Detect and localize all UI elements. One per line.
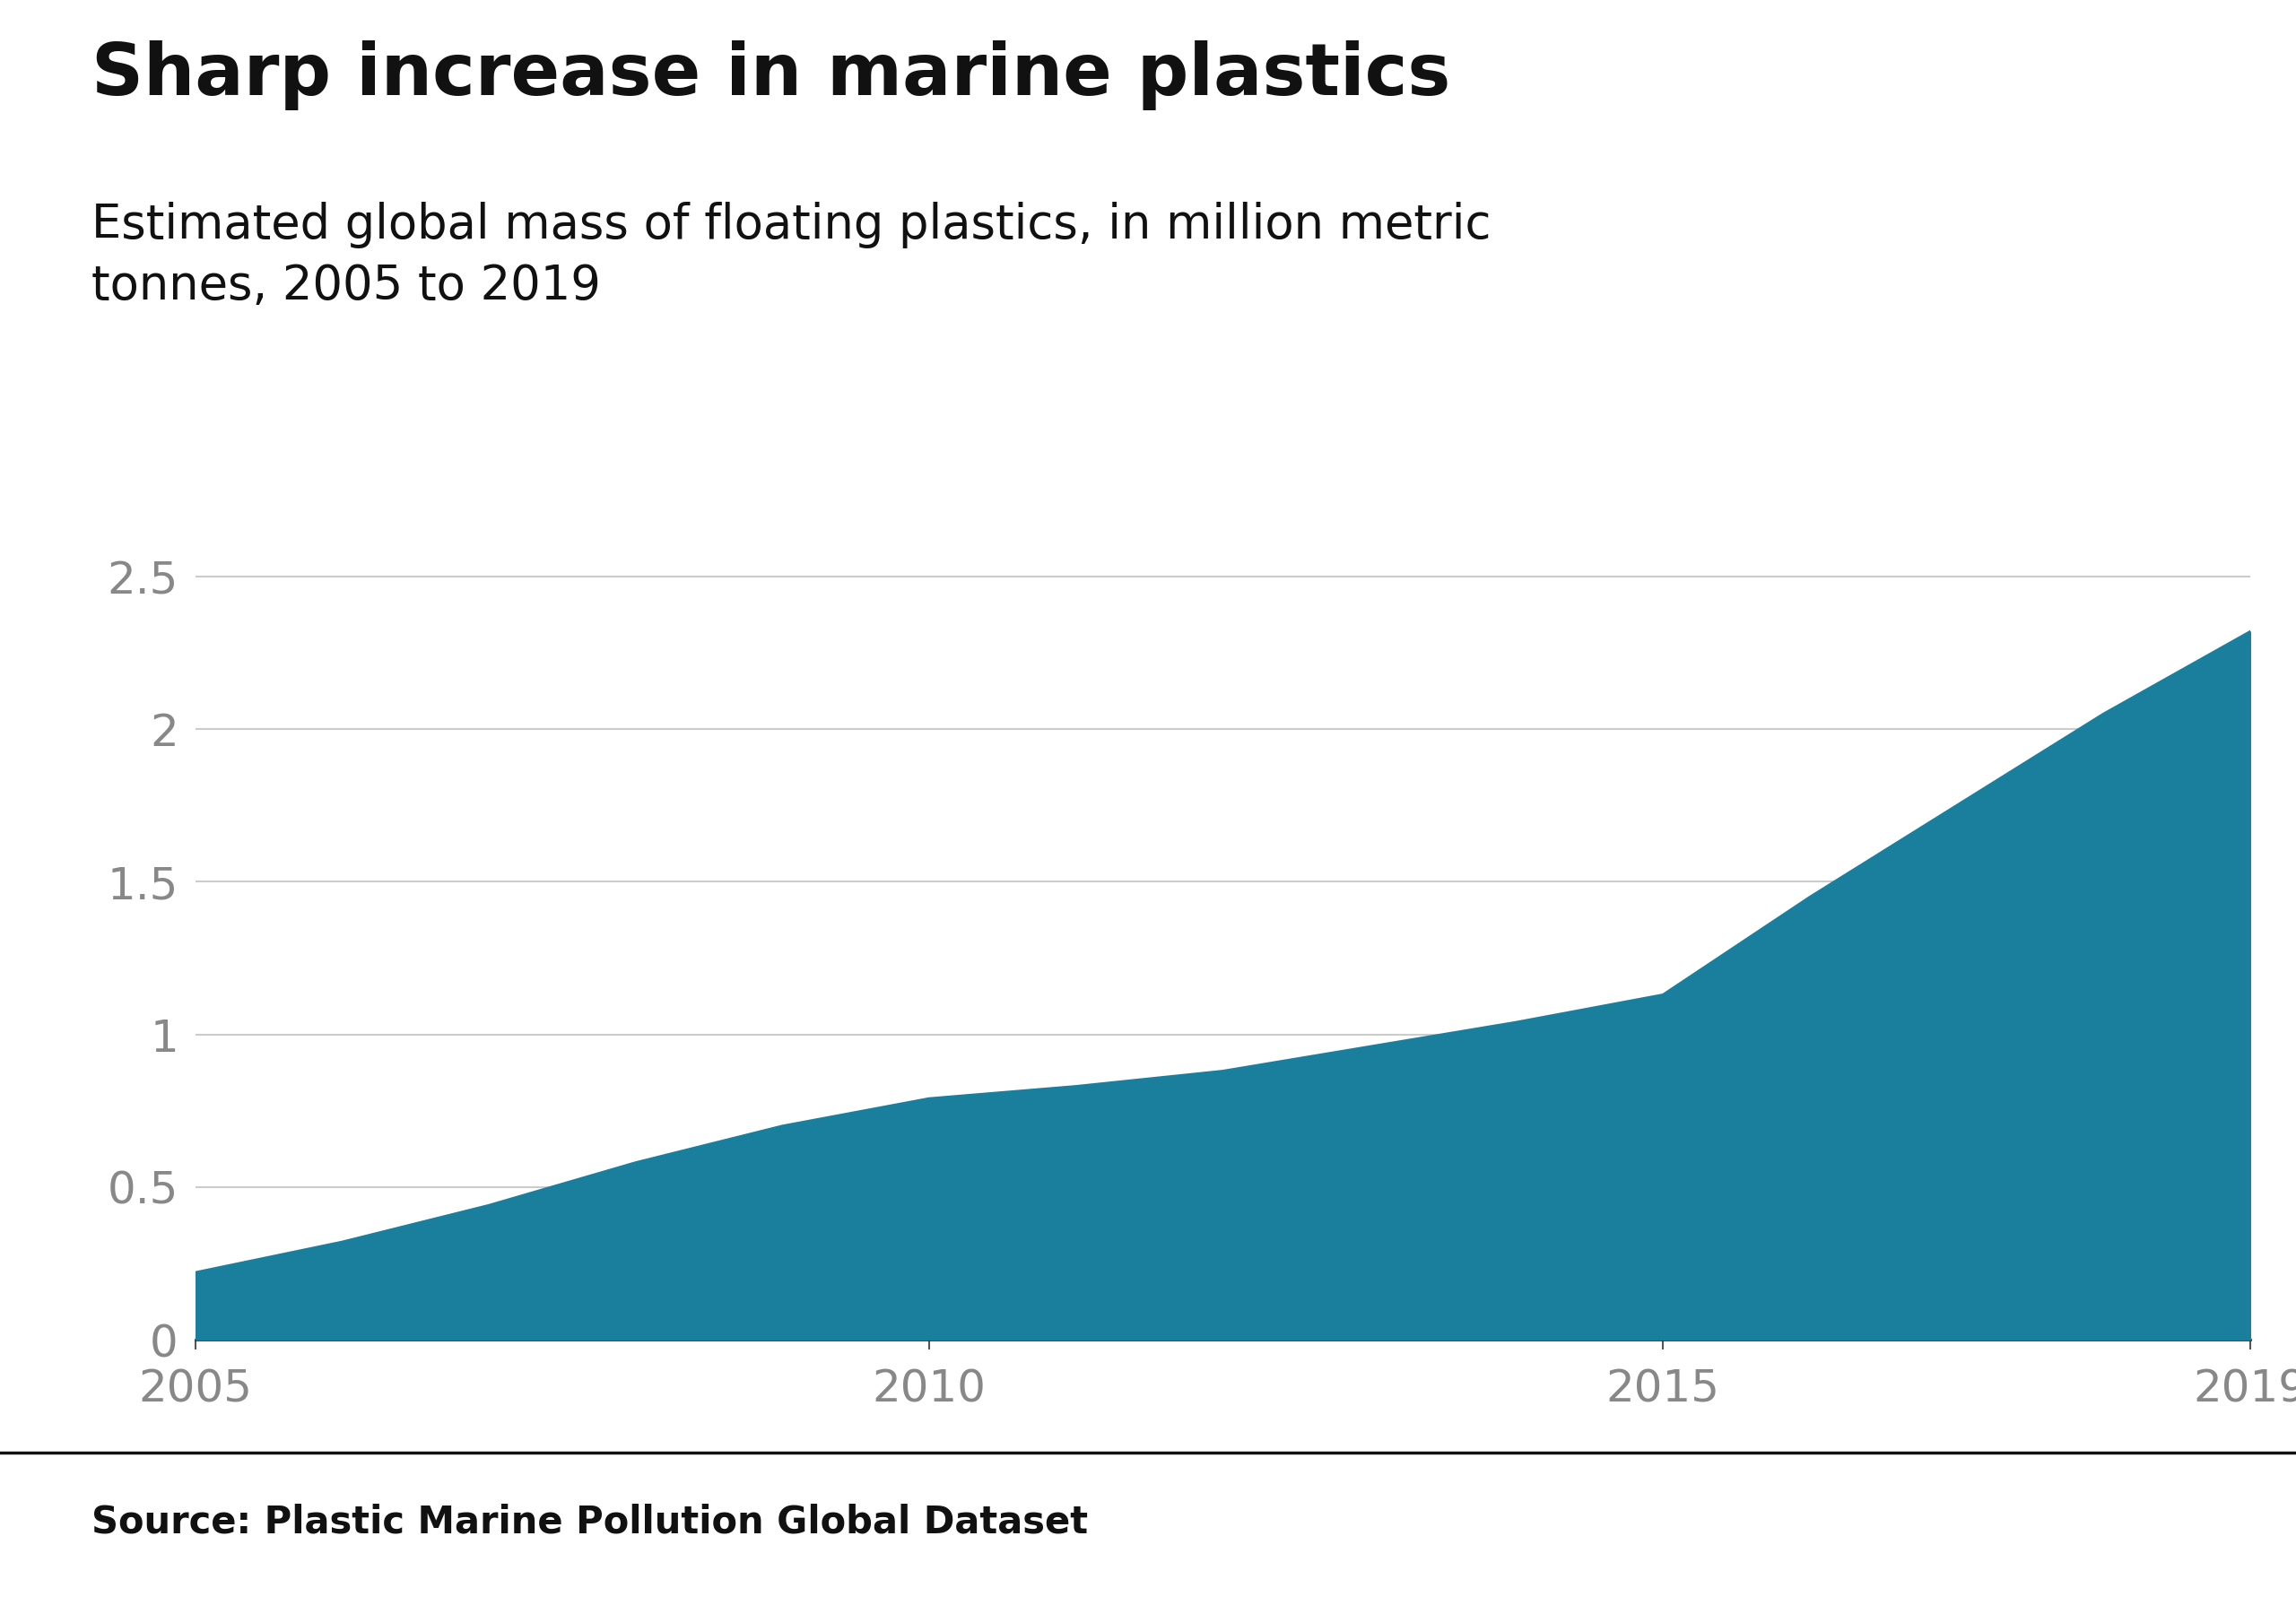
Text: Source: Plastic Marine Pollution Global Dataset: Source: Plastic Marine Pollution Global … xyxy=(92,1503,1088,1541)
Text: Sharp increase in marine plastics: Sharp increase in marine plastics xyxy=(92,40,1451,110)
Text: Estimated global mass of floating plastics, in million metric
tonnes, 2005 to 20: Estimated global mass of floating plasti… xyxy=(92,202,1492,310)
Text: BBC: BBC xyxy=(2119,1491,2202,1530)
